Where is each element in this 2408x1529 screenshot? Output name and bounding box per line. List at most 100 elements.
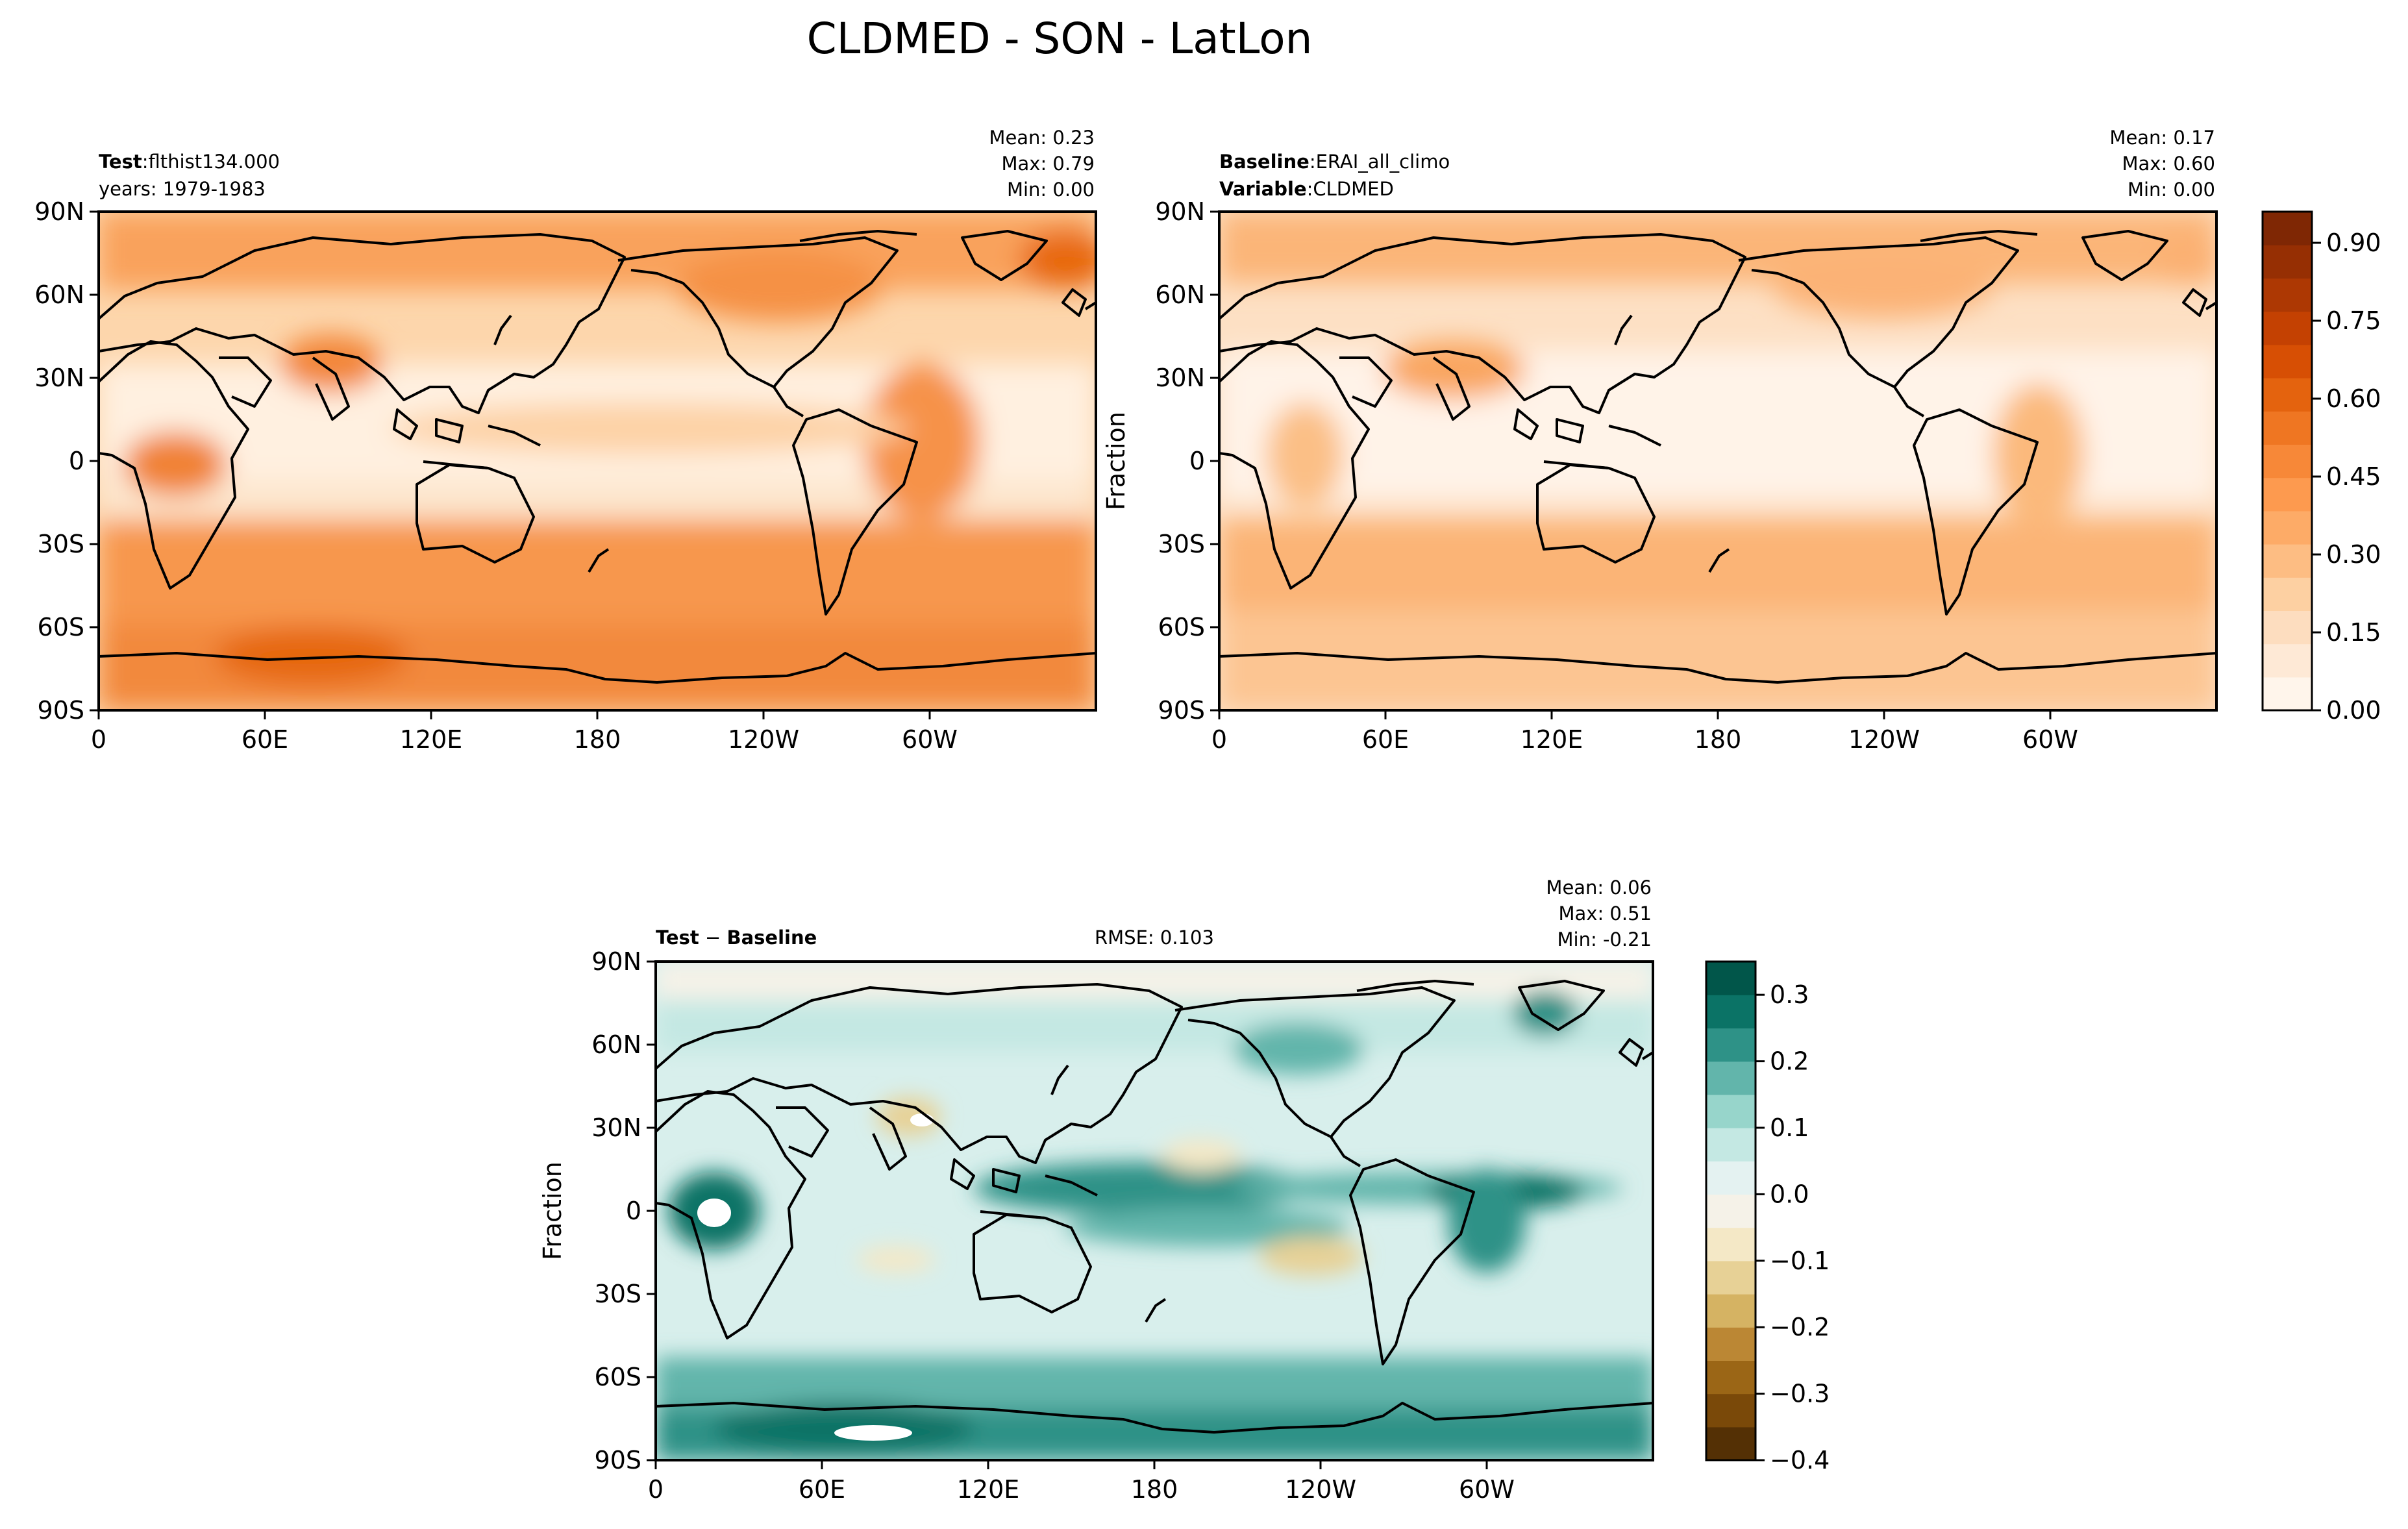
y-tick-label: 0 [1189, 447, 1205, 475]
x-tick-label: 60E [242, 725, 288, 754]
colorbar-segment [1706, 1327, 1756, 1361]
panel-baseline-subtitle-value: CLDMED [1313, 178, 1393, 200]
colorbar-segment [2263, 544, 2312, 578]
colorbar-segment [1706, 1227, 1756, 1262]
colorbar-segment [2263, 245, 2312, 279]
x-tick-label: 120E [1521, 725, 1583, 754]
colorbar-segment [1706, 1161, 1756, 1195]
y-tick-label: 90S [38, 696, 84, 725]
x-tick-label: 60W [902, 725, 958, 754]
colorbar-segment [2263, 444, 2312, 479]
panel-diff-stat-min: Min: -0.21 [1558, 928, 1652, 951]
y-tick-label: 0 [69, 447, 84, 475]
colorbar-segment [2263, 510, 2312, 545]
colorbar-segment [2263, 577, 2312, 611]
x-tick-label: 0 [648, 1475, 664, 1504]
panel-baseline-stat-min: Min: 0.00 [2128, 179, 2215, 201]
y-tick-label: 30S [1158, 530, 1205, 558]
x-tick-label: 180 [1694, 725, 1742, 754]
colorbar-tick-label: 0.00 [2326, 696, 2381, 725]
panel-baseline-field [1219, 212, 2216, 710]
x-tick-label: 60E [799, 1475, 845, 1504]
y-tick-label: 60S [38, 613, 84, 641]
y-tick-label: 0 [626, 1197, 641, 1225]
panel-test-stat-max: Max: 0.79 [1001, 153, 1095, 175]
colorbar-frame [2261, 210, 2313, 712]
colorbar-segment [1706, 1061, 1756, 1095]
colorbar-segment [2263, 610, 2312, 645]
x-tick-label: 60W [2022, 725, 2078, 754]
colorbar-segment [1706, 1194, 1756, 1228]
panel-diff-title-bold-2: Baseline [726, 926, 817, 949]
panel-test-xticks: 0 60E 120E 180 120W 60W [91, 710, 958, 754]
y-tick-label: 30N [591, 1113, 641, 1142]
y-tick-label: 90N [1155, 197, 1205, 226]
y-tick-label: 60N [1155, 280, 1205, 309]
x-tick-label: 60E [1362, 725, 1409, 754]
colorbar-segment [1706, 1360, 1756, 1395]
panel-baseline-subtitle-sep: : [1307, 178, 1313, 200]
colorbar-segment [2263, 344, 2312, 379]
panel-diff-field [656, 962, 1653, 1460]
colorbar-segment [2263, 677, 2312, 711]
y-tick-label: 90S [595, 1446, 641, 1474]
colorbar-segment [1706, 1426, 1756, 1461]
colorbar-tick-label: 0.75 [2326, 306, 2381, 335]
y-tick-label: 30S [595, 1280, 641, 1308]
panel-test-stat-min: Min: 0.00 [1007, 179, 1095, 201]
figure-title: CLDMED - SON - LatLon [807, 14, 1313, 64]
panel-diff-rmse: RMSE: 0.103 [1095, 926, 1214, 949]
colorbar-segment [2263, 477, 2312, 512]
colorbar-segment [2263, 643, 2312, 678]
x-tick-label: 0 [1211, 725, 1227, 754]
colorbar-segment [2263, 411, 2312, 445]
panel-diff-title-sep: − [699, 926, 727, 949]
panel-baseline-title-value: ERAI_all_climo [1316, 151, 1450, 173]
x-tick-label: 60W [1459, 1475, 1515, 1504]
colorbar-segment [2263, 378, 2312, 412]
panel-baseline: Baseline:ERAI_all_climo Variable:CLDMED … [1102, 127, 2218, 754]
y-tick-label: 30N [1155, 364, 1205, 392]
y-tick-label: 90N [591, 947, 641, 976]
colorbar-tick-label: −0.2 [1770, 1313, 1830, 1341]
x-tick-label: 120W [728, 725, 799, 754]
panel-test-stat-mean: Mean: 0.23 [989, 127, 1095, 149]
panel-test-subtitle: years: 1979-1983 [99, 178, 266, 200]
colorbar-segment [1706, 1260, 1756, 1295]
panel-diff-ylabel: Fraction [538, 1162, 567, 1260]
colorbar-tick-label: 0.0 [1770, 1180, 1809, 1208]
panel-baseline-stat-mean: Mean: 0.17 [2109, 127, 2215, 149]
panel-baseline-subtitle-bold: Variable [1219, 178, 1307, 200]
x-tick-label: 180 [1131, 1475, 1178, 1504]
x-tick-label: 120E [957, 1475, 1020, 1504]
panel-baseline-xticks: 0 60E 120E 180 120W 60W [1211, 710, 2078, 754]
panel-diff-xticks: 0 60E 120E 180 120W 60W [648, 1460, 1515, 1504]
svg-text:Variable:CLDMED: Variable:CLDMED [1219, 178, 1394, 200]
x-tick-label: 0 [91, 725, 106, 754]
colorbar-segment [1706, 962, 1756, 995]
x-tick-label: 180 [574, 725, 621, 754]
colorbar-frame [1705, 960, 1757, 1461]
panel-diff: Test − Baseline RMSE: 0.103 Mean: 0.06 M… [538, 876, 1654, 1504]
y-tick-label: 60S [1158, 613, 1205, 641]
x-tick-label: 120E [400, 725, 463, 754]
y-tick-label: 60N [591, 1030, 641, 1059]
x-tick-label: 120W [1848, 725, 1920, 754]
colorbar-segment [2263, 212, 2312, 245]
panel-diff-yticks: 90N 60N 30N 0 30S 60S 90S [591, 947, 656, 1474]
panel-diff-title-bold-1: Test [656, 926, 699, 949]
svg-text:Baseline:ERAI_all_climo: Baseline:ERAI_all_climo [1219, 151, 1450, 173]
panel-baseline-ylabel: Fraction [1102, 412, 1130, 510]
svg-text:Test:flthist134.000: Test:flthist134.000 [99, 151, 280, 173]
colorbar-tick-label: −0.4 [1770, 1446, 1830, 1474]
svg-text:Test − Baseline: Test − Baseline [656, 926, 817, 949]
colorbar-tick-label: 0.15 [2326, 618, 2381, 647]
colorbar-segment [1706, 995, 1756, 1028]
y-tick-label: 60S [595, 1363, 641, 1391]
x-tick-label: 120W [1285, 1475, 1356, 1504]
panel-test-yticks: 90N 60N 30N 0 30S 60S 90S [34, 197, 99, 725]
colorbar-tick-label: 0.2 [1770, 1047, 1809, 1076]
y-tick-label: 60N [34, 280, 84, 309]
panel-test-title-value: flthist134.000 [149, 151, 280, 173]
